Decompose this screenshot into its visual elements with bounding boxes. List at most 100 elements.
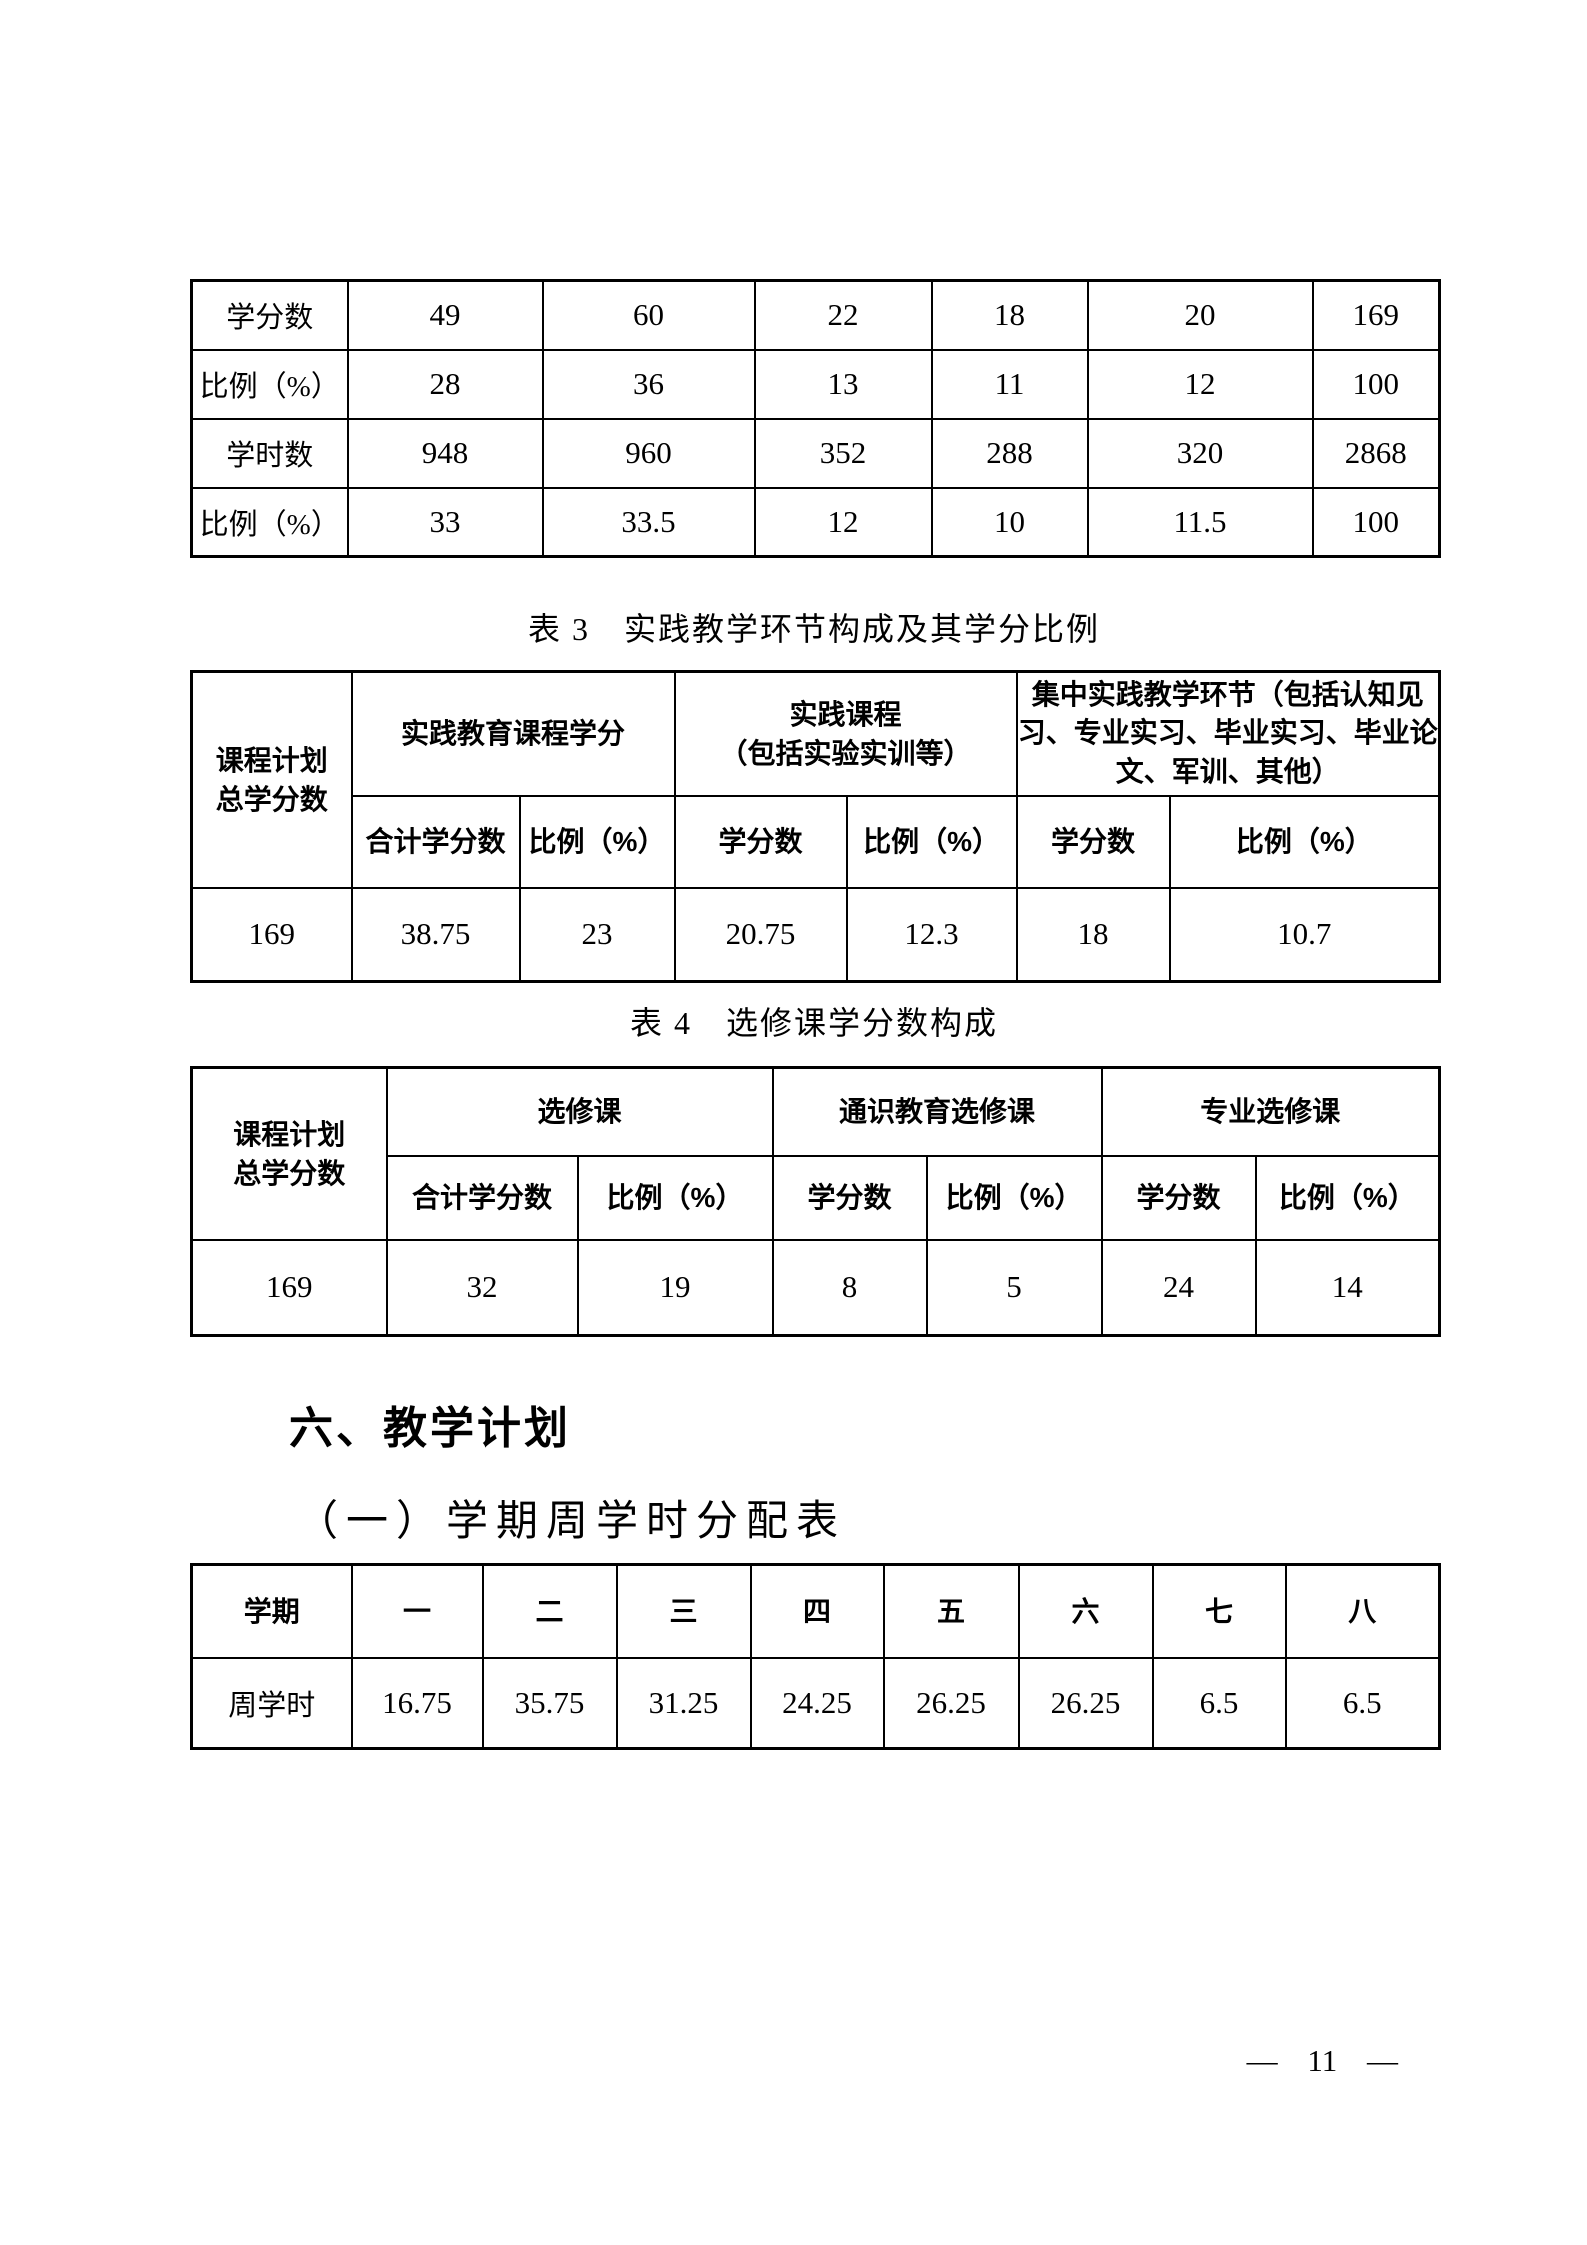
data-row: 169 32 19 8 5 24 14 [190, 1238, 1441, 1337]
value-cell: 20.75 [673, 886, 848, 983]
value-cell: 31.25 [615, 1656, 752, 1750]
header-cell: 比例（%） [1168, 794, 1441, 889]
col1-header-cell: 课程计划 总学分数 [190, 1066, 388, 1241]
row-label-cell: 学时数 [190, 417, 349, 489]
group-header-cell: 实践教育课程学分 [350, 670, 676, 797]
header-cell: 比例（%） [576, 1154, 774, 1241]
value-cell: 33.5 [541, 486, 756, 558]
row-label-cell: 比例（%） [190, 486, 349, 558]
caption-label: 表 4 [629, 1005, 692, 1041]
summary-row: 比例（%） 33 33.5 12 10 11.5 100 [190, 486, 1441, 558]
header-row: 学期 一 二 三 四 五 六 七 八 [190, 1563, 1441, 1659]
practice-credits-table: 课程计划 总学分数 实践教育课程学分 实践课程 （包括实验实训等） 集中实践教学… [190, 670, 1442, 983]
table3-caption: 表 3 实践教学环节构成及其学分比例 [190, 604, 1438, 650]
value-cell: 24 [1100, 1238, 1257, 1337]
header-cell: 七 [1151, 1563, 1287, 1659]
value-cell: 26.25 [1017, 1656, 1154, 1750]
value-cell: 169 [190, 886, 353, 983]
data-row: 周学时 16.75 35.75 31.25 24.25 26.25 26.25 … [190, 1656, 1441, 1750]
table4-caption: 表 4 选修课学分数构成 [190, 998, 1438, 1044]
value-cell: 23 [518, 886, 676, 983]
group-header-cell: 专业选修课 [1100, 1066, 1441, 1157]
header-cell: 合计学分数 [350, 794, 521, 889]
caption-title: 实践教学环节构成及其学分比例 [624, 611, 1101, 647]
value-cell: 169 [1311, 279, 1441, 351]
header-cell: 八 [1284, 1563, 1441, 1659]
group-header-cell: 通识教育选修课 [771, 1066, 1103, 1157]
header-cell: 二 [481, 1563, 618, 1659]
header-cell: 合计学分数 [385, 1154, 579, 1241]
value-cell: 36 [541, 348, 756, 420]
summary-table: 学分数 49 60 22 18 20 169 比例（%） 28 36 13 11… [190, 279, 1441, 558]
value-cell: 6.5 [1151, 1656, 1287, 1750]
value-cell: 35.75 [481, 1656, 618, 1750]
data-row: 169 38.75 23 20.75 12.3 18 10.7 [190, 886, 1441, 983]
caption-label: 表 3 [527, 611, 590, 647]
value-cell: 33 [346, 486, 544, 558]
value-cell: 288 [930, 417, 1089, 489]
value-cell: 352 [753, 417, 933, 489]
section-subheading: （一）学期周学时分配表 [296, 1499, 847, 1545]
header-cell: 学分数 [771, 1154, 928, 1241]
value-cell: 14 [1254, 1238, 1441, 1337]
summary-row: 学分数 49 60 22 18 20 169 [190, 279, 1441, 351]
value-cell: 18 [930, 279, 1089, 351]
caption-title: 选修课学分数构成 [726, 1005, 999, 1041]
group-header-row: 课程计划 总学分数 选修课 通识教育选修课 专业选修课 [190, 1066, 1441, 1241]
value-cell: 22 [753, 279, 933, 351]
header-cell: 学分数 [1015, 794, 1171, 889]
col1-header-cell: 课程计划 总学分数 [190, 670, 353, 889]
value-cell: 24.25 [749, 1656, 885, 1750]
value-cell: 10 [930, 486, 1089, 558]
header-cell: 比例（%） [518, 794, 676, 889]
value-cell: 20 [1086, 279, 1314, 351]
header-cell: 学分数 [1100, 1154, 1257, 1241]
row-label-cell: 比例（%） [190, 348, 349, 420]
value-cell: 26.25 [882, 1656, 1020, 1750]
value-cell: 13 [753, 348, 933, 420]
value-cell: 320 [1086, 417, 1314, 489]
weekly-hours-table: 学期 一 二 三 四 五 六 七 八 周学时 16.75 35.75 31.25… [190, 1563, 1441, 1750]
value-cell: 169 [190, 1238, 388, 1337]
summary-row: 比例（%） 28 36 13 11 12 100 [190, 348, 1441, 420]
value-cell: 32 [385, 1238, 579, 1337]
value-cell: 5 [925, 1238, 1103, 1337]
value-cell: 16.75 [350, 1656, 484, 1750]
value-cell: 100 [1311, 348, 1441, 420]
subheader-row: 合计学分数 比例（%） 学分数 比例（%） 学分数 比例（%） [192, 1154, 1441, 1241]
row-label-cell: 学分数 [190, 279, 349, 351]
value-cell: 100 [1311, 486, 1441, 558]
header-cell: 一 [350, 1563, 484, 1659]
value-cell: 12.3 [845, 886, 1018, 983]
value-cell: 8 [771, 1238, 928, 1337]
group-header-row: 课程计划 总学分数 实践教育课程学分 实践课程 （包括实验实训等） 集中实践教学… [190, 670, 1441, 889]
value-cell: 960 [541, 417, 756, 489]
header-cell: 学期 [190, 1563, 353, 1659]
value-cell: 12 [1086, 348, 1314, 420]
elective-credits-table: 课程计划 总学分数 选修课 通识教育选修课 专业选修课 合计学分数 比例（%） … [190, 1066, 1442, 1337]
value-cell: 10.7 [1168, 886, 1441, 983]
header-cell: 六 [1017, 1563, 1154, 1659]
header-cell: 三 [615, 1563, 752, 1659]
header-cell: 五 [882, 1563, 1020, 1659]
header-cell: 四 [749, 1563, 885, 1659]
summary-row: 学时数 948 960 352 288 320 2868 [190, 417, 1441, 489]
value-cell: 6.5 [1284, 1656, 1441, 1750]
header-cell: 比例（%） [1254, 1154, 1441, 1241]
group-header-cell: 实践课程 （包括实验实训等） [673, 670, 1018, 797]
value-cell: 38.75 [350, 886, 521, 983]
value-cell: 948 [346, 417, 544, 489]
value-cell: 28 [346, 348, 544, 420]
page-number: — 11 — [1246, 2043, 1398, 2078]
group-header-cell: 集中实践教学环节（包括认知见习、专业实习、毕业实习、毕业论文、军训、其他） [1015, 670, 1441, 797]
value-cell: 11 [930, 348, 1089, 420]
subheader-row: 合计学分数 比例（%） 学分数 比例（%） 学分数 比例（%） [192, 794, 1441, 889]
value-cell: 49 [346, 279, 544, 351]
section-heading: 六、教学计划 [289, 1404, 571, 1453]
header-cell: 比例（%） [925, 1154, 1103, 1241]
header-cell: 比例（%） [845, 794, 1018, 889]
value-cell: 11.5 [1086, 486, 1314, 558]
value-cell: 19 [576, 1238, 774, 1337]
value-cell: 60 [541, 279, 756, 351]
